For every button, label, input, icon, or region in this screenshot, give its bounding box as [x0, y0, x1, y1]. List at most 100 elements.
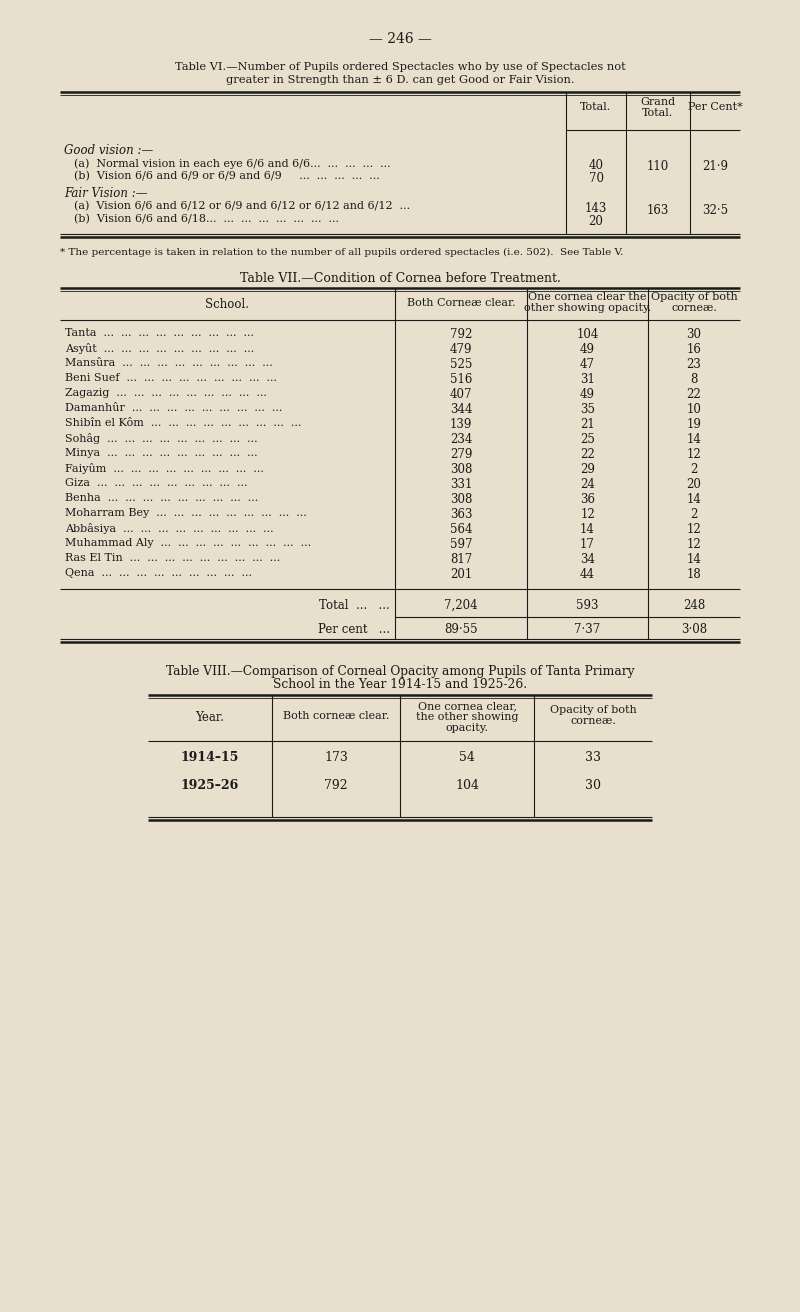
Text: 16: 16 [686, 342, 702, 356]
Text: greater in Strength than ± 6 D. can get Good or Fair Vision.: greater in Strength than ± 6 D. can get … [226, 75, 574, 85]
Text: 32·5: 32·5 [702, 203, 728, 216]
Text: 47: 47 [580, 358, 595, 371]
Text: 21: 21 [580, 419, 595, 432]
Text: 30: 30 [585, 779, 601, 792]
Text: Mansûra  ...  ...  ...  ...  ...  ...  ...  ...  ...: Mansûra ... ... ... ... ... ... ... ... … [65, 358, 273, 367]
Text: 143: 143 [585, 202, 607, 215]
Text: 14: 14 [686, 493, 702, 506]
Text: 14: 14 [686, 552, 702, 565]
Text: 12: 12 [686, 538, 702, 551]
Text: 20: 20 [686, 478, 702, 491]
Text: 1914–15: 1914–15 [181, 750, 239, 764]
Text: School.: School. [206, 298, 250, 311]
Text: 23: 23 [686, 358, 702, 371]
Text: 30: 30 [686, 328, 702, 341]
Text: 29: 29 [580, 463, 595, 476]
Text: opacity.: opacity. [446, 723, 489, 733]
Text: Table VI.—Number of Pupils ordered Spectacles who by use of Spectacles not: Table VI.—Number of Pupils ordered Spect… [174, 62, 626, 72]
Text: Abbâsiya  ...  ...  ...  ...  ...  ...  ...  ...  ...: Abbâsiya ... ... ... ... ... ... ... ...… [65, 523, 274, 534]
Text: 279: 279 [450, 447, 472, 461]
Text: 24: 24 [580, 478, 595, 491]
Text: 139: 139 [450, 419, 472, 432]
Text: 248: 248 [683, 600, 705, 611]
Text: corneæ.: corneæ. [671, 303, 717, 314]
Text: Year.: Year. [195, 711, 225, 724]
Text: 234: 234 [450, 433, 472, 446]
Text: 21·9: 21·9 [702, 160, 728, 173]
Text: 33: 33 [585, 750, 601, 764]
Text: 308: 308 [450, 463, 472, 476]
Text: Per cent   ...: Per cent ... [318, 623, 390, 636]
Text: School in the Year 1914-15 and 1925-26.: School in the Year 1914-15 and 1925-26. [273, 678, 527, 691]
Text: 104: 104 [455, 779, 479, 792]
Text: 110: 110 [647, 160, 669, 173]
Text: 173: 173 [324, 750, 348, 764]
Text: Tanta  ...  ...  ...  ...  ...  ...  ...  ...  ...: Tanta ... ... ... ... ... ... ... ... ..… [65, 328, 254, 338]
Text: 525: 525 [450, 358, 472, 371]
Text: One cornea clear the: One cornea clear the [528, 293, 646, 302]
Text: 7·37: 7·37 [574, 623, 601, 636]
Text: 344: 344 [450, 403, 472, 416]
Text: 792: 792 [450, 328, 472, 341]
Text: corneæ.: corneæ. [570, 716, 616, 726]
Text: Opacity of both: Opacity of both [550, 705, 636, 715]
Text: (b)  Vision 6/6 and 6/18...  ...  ...  ...  ...  ...  ...  ...: (b) Vision 6/6 and 6/18... ... ... ... .… [74, 214, 339, 224]
Text: 1925–26: 1925–26 [181, 779, 239, 792]
Text: 89·55: 89·55 [444, 623, 478, 636]
Text: 40: 40 [589, 159, 603, 172]
Text: 12: 12 [686, 447, 702, 461]
Text: Per Cent*: Per Cent* [688, 102, 742, 112]
Text: 163: 163 [647, 203, 669, 216]
Text: 2: 2 [690, 508, 698, 521]
Text: Total.: Total. [642, 108, 674, 118]
Text: Both Corneæ clear.: Both Corneæ clear. [406, 298, 515, 308]
Text: Asyût  ...  ...  ...  ...  ...  ...  ...  ...  ...: Asyût ... ... ... ... ... ... ... ... ..… [65, 342, 254, 354]
Text: 49: 49 [580, 388, 595, 401]
Text: 44: 44 [580, 568, 595, 581]
Text: 564: 564 [450, 523, 472, 537]
Text: Table VIII.—Comparison of Corneal Opacity among Pupils of Tanta Primary: Table VIII.—Comparison of Corneal Opacit… [166, 665, 634, 678]
Text: (a)  Vision 6/6 and 6/12 or 6/9 and 6/12 or 6/12 and 6/12  ...: (a) Vision 6/6 and 6/12 or 6/9 and 6/12 … [74, 201, 410, 211]
Text: 792: 792 [324, 779, 348, 792]
Text: 31: 31 [580, 373, 595, 386]
Text: Qena  ...  ...  ...  ...  ...  ...  ...  ...  ...: Qena ... ... ... ... ... ... ... ... ... [65, 568, 252, 579]
Text: Faiyûm  ...  ...  ...  ...  ...  ...  ...  ...  ...: Faiyûm ... ... ... ... ... ... ... ... .… [65, 463, 264, 474]
Text: Zagazig  ...  ...  ...  ...  ...  ...  ...  ...  ...: Zagazig ... ... ... ... ... ... ... ... … [65, 388, 267, 398]
Text: 308: 308 [450, 493, 472, 506]
Text: Minya  ...  ...  ...  ...  ...  ...  ...  ...  ...: Minya ... ... ... ... ... ... ... ... ..… [65, 447, 258, 458]
Text: 407: 407 [450, 388, 472, 401]
Text: other showing opacity.: other showing opacity. [524, 303, 651, 314]
Text: 3·08: 3·08 [681, 623, 707, 636]
Text: Muhammad Aly  ...  ...  ...  ...  ...  ...  ...  ...  ...: Muhammad Aly ... ... ... ... ... ... ...… [65, 538, 311, 548]
Text: 49: 49 [580, 342, 595, 356]
Text: Benha  ...  ...  ...  ...  ...  ...  ...  ...  ...: Benha ... ... ... ... ... ... ... ... ..… [65, 493, 258, 502]
Text: One cornea clear,: One cornea clear, [418, 701, 517, 711]
Text: 70: 70 [589, 172, 603, 185]
Text: Beni Suef  ...  ...  ...  ...  ...  ...  ...  ...  ...: Beni Suef ... ... ... ... ... ... ... ..… [65, 373, 277, 383]
Text: 479: 479 [450, 342, 472, 356]
Text: Shibîn el Kôm  ...  ...  ...  ...  ...  ...  ...  ...  ...: Shibîn el Kôm ... ... ... ... ... ... ..… [65, 419, 302, 428]
Text: 25: 25 [580, 433, 595, 446]
Text: Total  ...   ...: Total ... ... [319, 600, 390, 611]
Text: 34: 34 [580, 552, 595, 565]
Text: 331: 331 [450, 478, 472, 491]
Text: Sohâg  ...  ...  ...  ...  ...  ...  ...  ...  ...: Sohâg ... ... ... ... ... ... ... ... ..… [65, 433, 258, 443]
Text: 12: 12 [686, 523, 702, 537]
Text: 12: 12 [580, 508, 595, 521]
Text: 10: 10 [686, 403, 702, 416]
Text: 104: 104 [576, 328, 598, 341]
Text: the other showing: the other showing [416, 712, 518, 722]
Text: — 246 —: — 246 — [369, 31, 431, 46]
Text: Ras El Tin  ...  ...  ...  ...  ...  ...  ...  ...  ...: Ras El Tin ... ... ... ... ... ... ... .… [65, 552, 280, 563]
Text: 14: 14 [686, 433, 702, 446]
Text: 18: 18 [686, 568, 702, 581]
Text: 7,204: 7,204 [444, 600, 478, 611]
Text: Opacity of both: Opacity of both [650, 293, 738, 302]
Text: 19: 19 [686, 419, 702, 432]
Text: 593: 593 [576, 600, 598, 611]
Text: 516: 516 [450, 373, 472, 386]
Text: 17: 17 [580, 538, 595, 551]
Text: 8: 8 [690, 373, 698, 386]
Text: Fair Vision :—: Fair Vision :— [64, 188, 147, 199]
Text: Damanhûr  ...  ...  ...  ...  ...  ...  ...  ...  ...: Damanhûr ... ... ... ... ... ... ... ...… [65, 403, 282, 413]
